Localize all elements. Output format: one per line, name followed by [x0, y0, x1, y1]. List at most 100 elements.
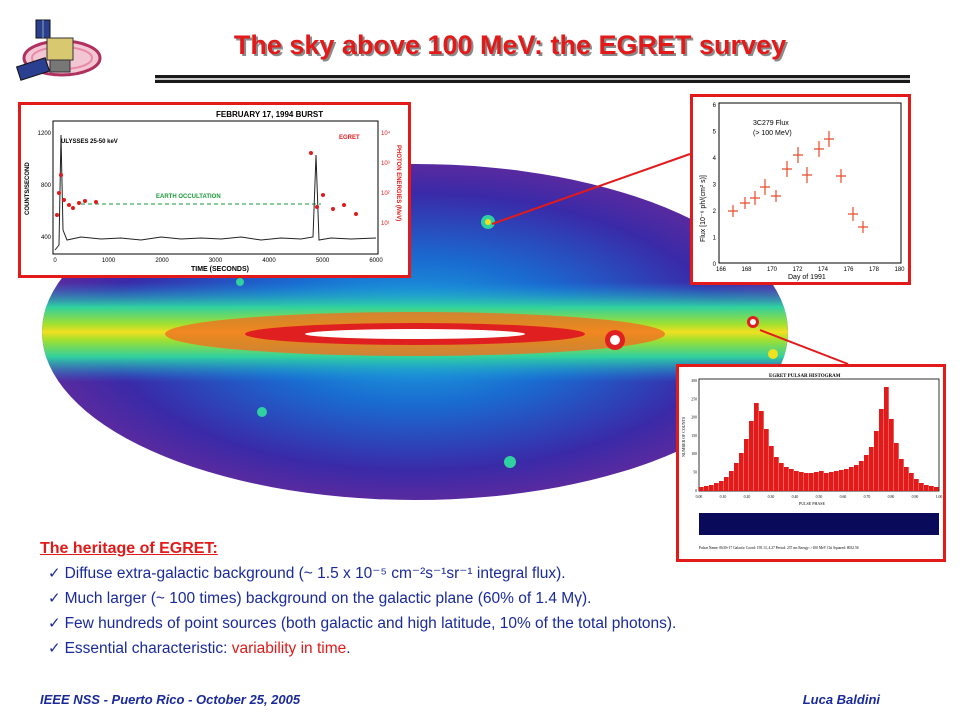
- pulsar-bar: [779, 463, 784, 491]
- pulsar-bar: [824, 473, 829, 491]
- pulsar-bar: [909, 473, 914, 491]
- flux-x-tick: 166: [716, 267, 727, 273]
- heritage-bullet-text: Much larger (~ 100 times) background on …: [64, 590, 592, 607]
- burst-right-tick: 10²: [381, 191, 390, 197]
- flux-x-axis-label: Day of 1991: [788, 274, 826, 281]
- pulsar-bar: [799, 472, 804, 491]
- flux-x-tick: 170: [767, 267, 778, 273]
- glast-logo: [15, 19, 102, 81]
- pulsar-bar: [919, 483, 924, 491]
- flux-y-tick: 5: [713, 130, 717, 136]
- pulsar-bar: [904, 467, 909, 491]
- burst-x-tick: 5000: [316, 258, 330, 264]
- pulsar-x-tick: 0.70: [864, 495, 871, 499]
- pulsar-bar: [704, 486, 709, 491]
- burst-left-axis-label: COUNTS/SECOND: [25, 162, 31, 215]
- pulsar-x-tick: 0.30: [768, 495, 775, 499]
- pulsar-bar: [789, 469, 794, 491]
- pulsar-bar: [804, 473, 809, 491]
- burst-ulysses-label: ULYSSES 25-50 keV: [61, 139, 118, 145]
- pulsar-header: EGRET PULSAR HISTOGRAM: [769, 374, 841, 379]
- pulsar-bar: [874, 431, 879, 491]
- pulsar-bar: [759, 411, 764, 491]
- pulsar-footer: Pulsar Name: 0630+17 Galactic Coord: 195…: [699, 546, 859, 551]
- burst-x-tick: 2000: [155, 258, 169, 264]
- pulsar-bar: [899, 459, 904, 491]
- pulsar-y-tick: 100: [691, 452, 697, 456]
- flux-y-tick: 0: [713, 262, 717, 268]
- pulsar-bar: [724, 477, 729, 491]
- heritage-bullet-1: ✓ Diffuse extra-galactic background (~ 1…: [48, 564, 940, 583]
- flux-legend-line2: (> 100 MeV): [753, 130, 792, 137]
- flux-x-tick: 178: [869, 267, 880, 273]
- pulsar-bar: [884, 387, 889, 491]
- pulsar-y-axis-label: NUMBER OF COUNTS: [681, 417, 686, 457]
- pulsar-bar: [914, 479, 919, 491]
- pulsar-bar: [769, 446, 774, 491]
- pulsar-x-tick: 0.00: [696, 495, 703, 499]
- flux-x-tick: 176: [843, 267, 854, 273]
- burst-y-tick: 1200: [38, 131, 52, 137]
- pulsar-y-tick: 50: [693, 471, 697, 475]
- pulsar-x-axis-label: PULSE PHASE: [799, 501, 825, 506]
- burst-right-tick: 10⁴: [381, 130, 391, 137]
- flux-x-tick: 172: [792, 267, 803, 273]
- check-icon: ✓: [48, 590, 61, 607]
- pulsar-bar: [719, 481, 724, 491]
- flux-y-tick: 3: [713, 183, 717, 189]
- burst-header: FEBRUARY 17, 1994 BURST: [216, 110, 323, 119]
- pulsar-bar: [889, 419, 894, 491]
- burst-x-tick: 0: [53, 258, 57, 264]
- pulsar-y-tick: 150: [691, 434, 697, 438]
- pulsar-bar: [749, 421, 754, 491]
- burst-x-tick: 3000: [209, 258, 223, 264]
- flux-y-axis-label: Flux [10⁻⁶ ph/(cm² s)]: [700, 175, 707, 242]
- burst-right-tick: 10³: [381, 161, 390, 167]
- burst-lightcurve-inset: FEBRUARY 17, 1994 BURST COUNTS/SECOND PH…: [18, 102, 411, 278]
- pulsar-bar: [869, 447, 874, 491]
- flux-x-tick: 180: [894, 267, 905, 273]
- flux-y-tick: 4: [713, 156, 717, 162]
- flux-y-tick: 2: [713, 209, 717, 215]
- pulsar-bar: [699, 487, 704, 491]
- heritage-title: The heritage of EGRET:: [40, 540, 218, 557]
- flux-x-tick: 174: [818, 267, 829, 273]
- heritage-section: The heritage of EGRET: ✓ Diffuse extra-g…: [40, 540, 940, 664]
- pulsar-bar: [739, 453, 744, 491]
- pulsar-x-tick: 0.20: [744, 495, 751, 499]
- pulsar-bar: [794, 471, 799, 491]
- pulsar-bar: [924, 485, 929, 491]
- pulsar-x-tick: 0.90: [912, 495, 919, 499]
- heritage-bullet-text: Few hundreds of point sources (both gala…: [64, 615, 677, 632]
- pulsar-bar: [894, 443, 899, 491]
- pulsar-bar: [929, 486, 934, 491]
- pulsar-bar: [754, 403, 759, 491]
- burst-y-tick: 800: [41, 183, 52, 189]
- pulsar-bar: [764, 429, 769, 491]
- pulsar-bar: [839, 470, 844, 491]
- pulsar-bar: [814, 472, 819, 491]
- footer-author: Luca Baldini: [802, 692, 880, 707]
- heritage-bullet-text: Diffuse extra-galactic background (~ 1.5…: [64, 565, 566, 582]
- pulsar-x-tick: 0.50: [816, 495, 823, 499]
- pulsar-bar: [809, 473, 814, 491]
- pulsar-bar: [864, 455, 869, 491]
- pulsar-bar: [709, 485, 714, 491]
- pulsar-image-strip: [699, 513, 939, 535]
- pulsar-bar: [744, 439, 749, 491]
- flux-x-tick: 168: [741, 267, 752, 273]
- pulsar-bar: [849, 467, 854, 491]
- burst-x-tick: 1000: [102, 258, 116, 264]
- pulsar-y-tick: 250: [691, 397, 697, 401]
- pulsar-bar: [829, 472, 834, 491]
- pulsar-x-tick: 0.10: [720, 495, 727, 499]
- pulsar-bar: [844, 469, 849, 491]
- pulsar-y-tick: 0: [695, 489, 697, 493]
- pulsar-x-tick: 0.60: [840, 495, 847, 499]
- heritage-bullet-2: ✓ Much larger (~ 100 times) background o…: [48, 589, 940, 608]
- pulsar-bar: [774, 457, 779, 491]
- pulsar-x-tick: 1.00: [936, 495, 943, 499]
- heritage-bullet-3: ✓ Few hundreds of point sources (both ga…: [48, 614, 940, 633]
